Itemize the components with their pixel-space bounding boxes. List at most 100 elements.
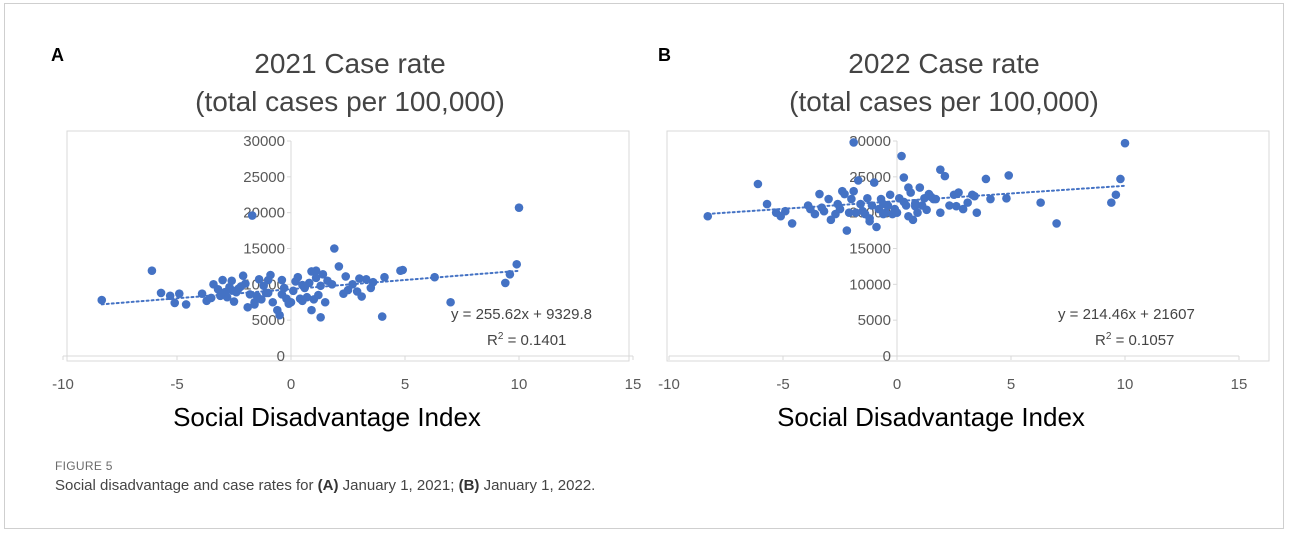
data-point <box>286 297 296 307</box>
data-point <box>430 272 439 282</box>
data-point <box>753 179 763 189</box>
data-point <box>380 272 389 282</box>
figure-label: FIGURE 5 <box>55 459 113 473</box>
scatter-plot-a: 050001000015000200002500030000-10-505101… <box>52 130 641 393</box>
data-point <box>863 194 872 203</box>
data-point <box>216 291 225 301</box>
data-point <box>227 285 237 295</box>
caption-mid: January 1, 2021; <box>338 477 459 494</box>
x-tick-label: 15 <box>1231 376 1248 393</box>
data-point <box>293 272 303 282</box>
data-point <box>174 289 184 298</box>
data-point <box>170 298 180 308</box>
y-tick-label: 0 <box>883 348 891 365</box>
data-point <box>259 281 268 291</box>
data-point <box>844 208 854 217</box>
data-point <box>512 259 522 269</box>
data-point <box>238 271 248 281</box>
data-point <box>505 270 515 279</box>
data-point <box>885 190 895 200</box>
data-point <box>849 186 858 196</box>
data-point <box>851 208 861 217</box>
y-tick-label: 30000 <box>849 133 891 150</box>
data-point <box>910 201 920 211</box>
data-point <box>1116 174 1125 184</box>
data-point <box>330 244 339 253</box>
data-point <box>762 199 772 209</box>
y-tick-label: 0 <box>277 348 285 365</box>
data-point <box>218 275 227 285</box>
data-point <box>954 188 963 197</box>
data-point <box>268 297 278 307</box>
data-point <box>981 174 991 184</box>
data-point <box>915 183 925 192</box>
panel-letter-b: B <box>658 45 671 65</box>
data-point <box>97 295 107 305</box>
plot-area-border <box>666 130 1270 362</box>
data-point <box>824 194 833 204</box>
data-point <box>277 275 287 285</box>
caption-pre: Social disadvantage and case rates for <box>55 477 318 494</box>
data-point <box>972 208 982 217</box>
data-point <box>314 290 323 300</box>
y-tick-label: 15000 <box>849 241 891 258</box>
data-point <box>307 267 316 276</box>
data-point <box>837 186 847 196</box>
trendline-equation: y = 255.62x + 9329.8 <box>451 306 592 323</box>
x-tick-label: -10 <box>658 376 680 393</box>
data-point <box>229 297 239 306</box>
data-point <box>867 201 877 210</box>
data-point <box>904 211 913 221</box>
data-point <box>156 288 166 298</box>
data-point <box>327 280 337 289</box>
data-point <box>245 290 255 299</box>
data-point <box>1002 194 1011 203</box>
x-axis-label-b: Social Disadvantage Index <box>777 402 1085 432</box>
data-point <box>279 283 289 293</box>
data-point <box>936 208 945 217</box>
data-point <box>787 219 797 228</box>
data-point <box>320 297 330 307</box>
data-point <box>368 277 378 287</box>
data-point <box>227 276 237 286</box>
data-point <box>869 178 879 187</box>
data-point <box>929 194 938 204</box>
data-point <box>243 302 252 312</box>
data-point <box>883 201 893 210</box>
data-point <box>236 282 246 291</box>
data-point <box>872 222 881 232</box>
data-point <box>815 189 824 199</box>
data-point <box>1107 198 1116 207</box>
data-point <box>311 273 321 283</box>
data-point <box>275 310 284 320</box>
r-squared-label: R2 = 0.1057 <box>1095 331 1174 349</box>
data-point <box>906 188 915 197</box>
x-tick-label: -10 <box>52 376 74 393</box>
y-tick-label: 25000 <box>243 169 285 186</box>
data-point <box>879 209 888 219</box>
data-point <box>316 313 325 322</box>
data-point <box>856 199 865 209</box>
data-point <box>206 293 216 303</box>
y-tick-label: 15000 <box>243 241 285 258</box>
data-point <box>263 288 273 298</box>
data-point <box>703 211 713 221</box>
data-point <box>936 165 945 174</box>
panel-letter-a: A <box>51 45 64 65</box>
data-point <box>922 205 931 215</box>
data-point <box>810 209 820 219</box>
data-point <box>849 138 858 147</box>
chart-title-line1-a: 2021 Case rate <box>254 48 446 79</box>
data-point <box>147 266 157 276</box>
data-point <box>197 289 207 298</box>
data-point <box>1120 138 1130 148</box>
x-tick-label: 0 <box>893 376 901 393</box>
data-point <box>970 191 979 201</box>
data-point <box>826 215 836 225</box>
data-point <box>951 201 961 211</box>
data-point <box>398 265 408 275</box>
panel-a: A 2021 Case rate (total cases per 100,00… <box>5 4 645 444</box>
data-point <box>945 201 954 210</box>
caption-b-ref: (B) <box>458 477 480 494</box>
data-point <box>835 204 845 214</box>
